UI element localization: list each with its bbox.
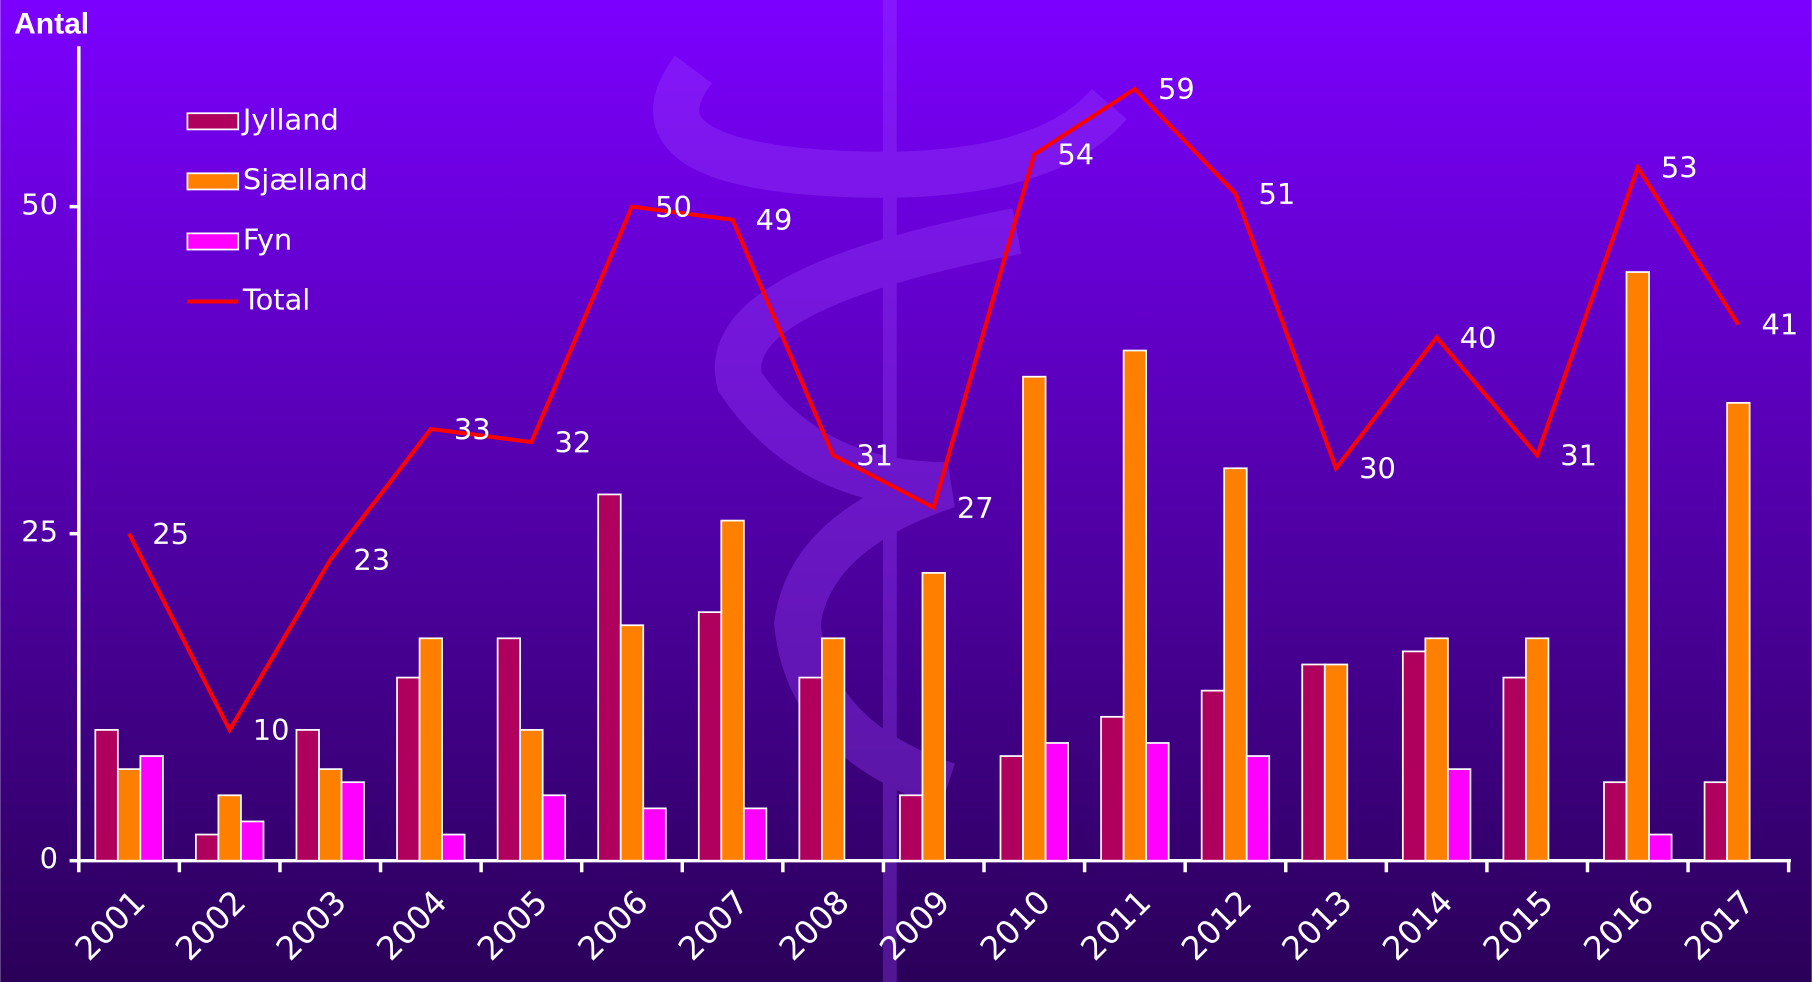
bar [1323, 663, 1349, 862]
bar [1022, 375, 1047, 862]
y-axis-label: Antal [14, 7, 89, 40]
bar [597, 493, 622, 862]
bar [1424, 637, 1449, 862]
data-label: 31 [1560, 438, 1597, 472]
bar [217, 794, 242, 862]
bar [720, 519, 745, 862]
bar [1447, 768, 1472, 862]
data-label: 53 [1661, 151, 1698, 185]
bar [295, 729, 320, 862]
bar [1401, 650, 1427, 862]
bar [1245, 755, 1271, 862]
data-label: 54 [1057, 138, 1094, 172]
bar [921, 572, 946, 862]
data-label: 41 [1761, 308, 1798, 342]
legend-label: Total [242, 283, 310, 317]
bar [441, 833, 466, 862]
bar [116, 768, 142, 862]
total-line [127, 86, 1741, 735]
bar [1603, 781, 1628, 862]
data-label: 32 [555, 425, 592, 459]
bar [240, 820, 265, 862]
y-tick-label: 0 [40, 842, 58, 876]
legend-label: Fyn [243, 222, 292, 256]
data-label: 50 [655, 190, 692, 224]
bar [318, 768, 343, 862]
data-label: 25 [152, 517, 189, 551]
bar [1200, 689, 1226, 862]
bar [1726, 401, 1751, 862]
y-tick-label: 25 [21, 515, 58, 549]
bar [340, 781, 365, 862]
data-label: 51 [1259, 177, 1296, 211]
data-label: 33 [454, 412, 491, 446]
data-label: 31 [856, 438, 893, 472]
data-label: 30 [1359, 452, 1396, 486]
bar [195, 833, 220, 862]
bar [619, 624, 645, 862]
bar [1145, 742, 1170, 862]
bar [899, 794, 924, 862]
bar [396, 676, 421, 862]
legend-swatch [186, 172, 240, 191]
bar [1502, 676, 1527, 862]
bar [742, 807, 768, 862]
bar [94, 729, 119, 862]
data-label: 49 [756, 203, 793, 237]
data-label: 59 [1158, 72, 1195, 106]
data-label: 40 [1460, 321, 1497, 355]
bar [496, 637, 522, 862]
bar [1703, 781, 1728, 862]
bar [1648, 833, 1673, 862]
bar [1100, 715, 1125, 862]
bar [821, 637, 846, 862]
data-label: 23 [353, 543, 390, 577]
bar [139, 755, 164, 862]
bar [541, 794, 567, 862]
bar [1525, 637, 1550, 862]
data-label: 10 [253, 713, 290, 747]
bar [1044, 742, 1069, 862]
bar [999, 755, 1024, 862]
bar [697, 611, 723, 862]
bar [642, 807, 667, 862]
bar [418, 637, 443, 862]
bar [519, 729, 544, 862]
bar [1122, 349, 1148, 862]
bar [798, 676, 823, 862]
y-tick-label: 50 [21, 188, 58, 222]
legend-label: Sjælland [243, 162, 368, 196]
bar [1625, 271, 1650, 862]
bar [1301, 663, 1326, 862]
data-label: 27 [957, 491, 994, 525]
bar [1223, 467, 1248, 862]
legend-swatch [186, 232, 240, 251]
legend-swatch [186, 112, 240, 131]
legend-label: Jylland [241, 102, 339, 136]
